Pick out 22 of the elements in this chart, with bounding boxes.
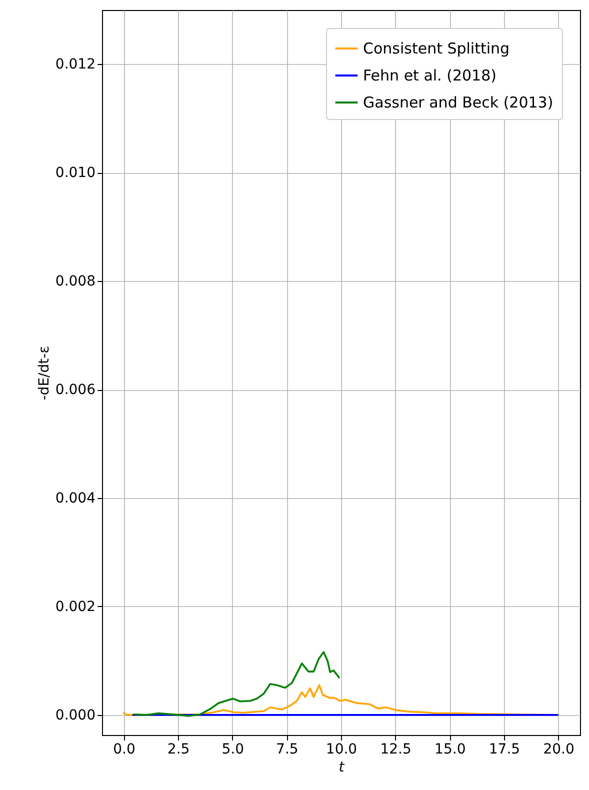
legend-label: Consistent Splitting [363,40,510,58]
x-tick-label: 20.0 [543,742,574,758]
x-tick-label: 10.0 [326,742,358,758]
y-tick-label: 0.010 [55,165,96,182]
y-tick-label: 0.006 [55,382,96,398]
x-tick-label: 17.5 [488,742,520,758]
x-axis-title: t [338,760,345,776]
x-tick-label: 2.5 [167,742,190,758]
x-tick-label: 5.0 [222,742,244,758]
y-tick-label: 0.000 [55,707,96,724]
x-tick-label: 15.0 [434,742,466,758]
x-tick-label: 0.0 [113,742,136,758]
y-tick-label: 0.004 [55,490,96,507]
y-tick-label: 0.008 [55,274,96,290]
line-series [132,651,340,717]
x-tick-label: 12.5 [380,742,412,758]
y-tick-label: 0.012 [55,56,96,73]
y-axis-title: -dE/dt-ε [36,346,52,400]
legend-label: Fehn et al. (2018) [363,66,496,84]
y-tick-label: 0.002 [55,598,96,615]
legend-label: Gassner and Beck (2013) [363,94,554,112]
x-tick-label: 7.5 [276,742,298,758]
